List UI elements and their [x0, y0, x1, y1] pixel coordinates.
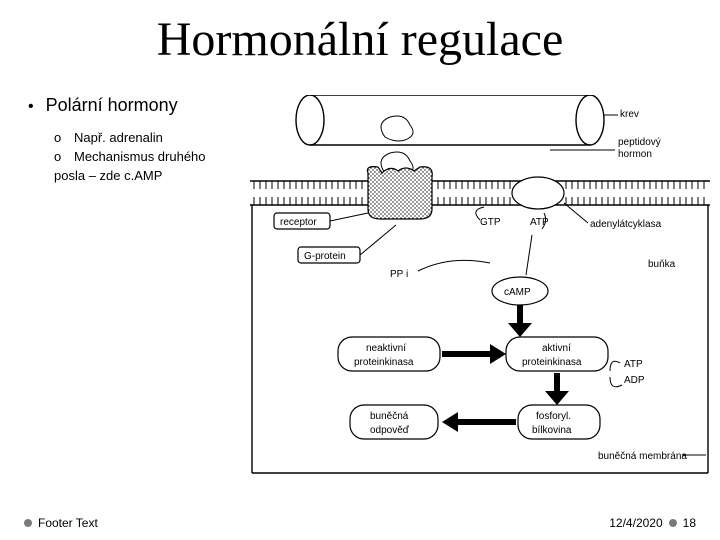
label-inactive-pk2: proteinkinasa	[354, 357, 414, 368]
sub-marker-icon: o	[54, 149, 64, 164]
label-phospho2: bílkovina	[532, 425, 572, 436]
label-receptor: receptor	[280, 217, 317, 228]
footer-left: Footer Text	[24, 516, 98, 530]
footer: Footer Text 12/4/2020 18	[0, 516, 720, 530]
footer-date: 12/4/2020	[609, 516, 662, 530]
sub-text: Mechanismus druhého	[74, 149, 206, 164]
label-ppi: PP i	[390, 269, 408, 280]
label-blood: krev	[620, 109, 639, 120]
label-membrane: buněčná membrána	[598, 451, 687, 462]
content-row: • Polární hormony o Např. adrenalin o Me…	[0, 95, 720, 475]
slide-container: Hormonální regulace • Polární hormony o …	[0, 0, 720, 540]
slide-title: Hormonální regulace	[0, 0, 720, 67]
label-active-pk2: proteinkinasa	[522, 357, 582, 368]
sub-bullet: o Mechanismus druhého	[54, 149, 240, 164]
main-bullet-text: Polární hormony	[46, 95, 178, 116]
sub-bullet: o Např. adrenalin	[54, 130, 240, 145]
label-peptide1: peptidový	[618, 137, 661, 148]
footer-dot-icon	[669, 519, 677, 527]
label-phospho1: fosforyl.	[536, 411, 571, 422]
bullet-dot-icon: •	[28, 98, 34, 116]
label-adp: ADP	[624, 375, 645, 386]
label-camp: cAMP	[504, 287, 531, 298]
label-cellresp1: buněčná	[370, 411, 409, 422]
sub-marker-icon: o	[54, 130, 64, 145]
text-column: • Polární hormony o Např. adrenalin o Me…	[0, 95, 240, 475]
label-atp: ATP	[530, 217, 549, 228]
sub-list: o Např. adrenalin o Mechanismus druhého …	[28, 130, 240, 183]
footer-right: 12/4/2020 18	[609, 516, 696, 530]
label-active-pk1: aktivní	[542, 343, 571, 354]
footer-page: 18	[683, 516, 696, 530]
label-inactive-pk1: neaktivní	[366, 343, 406, 354]
blood-vessel	[296, 95, 604, 145]
sub-continuation: posla – zde c.AMP	[54, 168, 240, 183]
main-bullet: • Polární hormony	[28, 95, 240, 116]
label-adenyl: adenylátcyklasa	[590, 219, 662, 230]
diagram-svg: krev peptidový hormon	[240, 95, 720, 475]
membrane	[250, 167, 710, 219]
label-gtp: GTP	[480, 217, 501, 228]
footer-text: Footer Text	[38, 516, 98, 530]
label-peptide2: hormon	[618, 149, 652, 160]
label-gprotein: G-protein	[304, 251, 346, 262]
footer-dot-icon	[24, 519, 32, 527]
sub-text: Např. adrenalin	[74, 130, 163, 145]
diagram-column: krev peptidový hormon	[240, 95, 720, 475]
label-cellresp2: odpověď	[370, 425, 410, 436]
label-cell: buňka	[648, 259, 676, 270]
label-atp2: ATP	[624, 359, 643, 370]
